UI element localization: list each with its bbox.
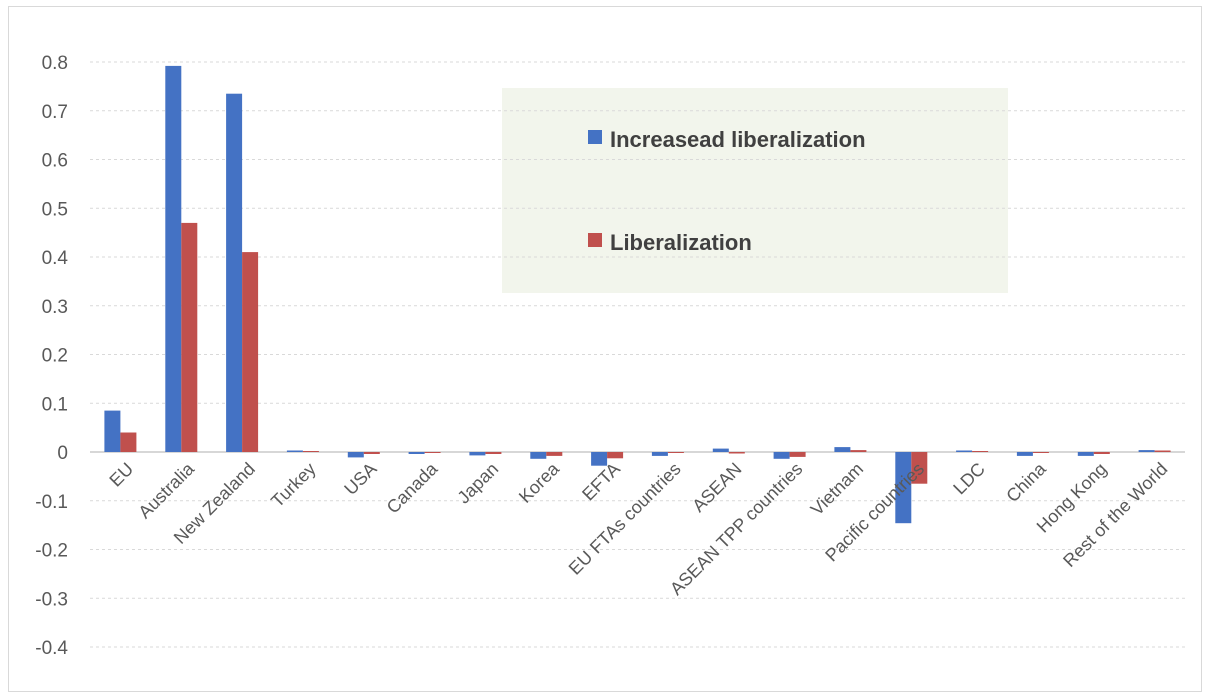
bar-series-1 xyxy=(165,65,182,453)
y-tick-label: 0.7 xyxy=(42,102,68,123)
bar-series-1 xyxy=(1016,452,1033,456)
legend-swatch-series-1 xyxy=(588,130,602,144)
bar-series-1 xyxy=(834,447,851,452)
bar-series-2 xyxy=(302,451,319,452)
y-tick-label: 0.2 xyxy=(42,346,68,367)
bar-series-1 xyxy=(651,452,668,456)
bar-series-2 xyxy=(120,432,137,452)
bar-series-2 xyxy=(667,452,684,453)
bar-series-1 xyxy=(226,93,243,452)
y-tick-label: 0.6 xyxy=(42,151,68,172)
x-category-label: Korea xyxy=(515,458,564,507)
bar-series-1 xyxy=(408,452,425,454)
bars-group xyxy=(104,65,1171,524)
x-category-label: LDC xyxy=(949,459,989,499)
x-category-label: ASEAN xyxy=(688,459,745,516)
x-category-label: EU xyxy=(105,459,137,491)
bar-series-2 xyxy=(1032,452,1049,453)
bar-series-1 xyxy=(104,410,121,452)
y-tick-label: -0.1 xyxy=(35,492,68,513)
y-tick-label: 0.4 xyxy=(42,248,69,269)
legend: Increasead liberalization Liberalization xyxy=(588,127,866,255)
x-category-label: Turkey xyxy=(267,459,320,512)
bar-series-2 xyxy=(1154,450,1171,452)
bar-series-2 xyxy=(850,450,867,452)
y-tick-label: 0.1 xyxy=(42,394,68,415)
y-tick-label: 0.8 xyxy=(42,53,68,74)
bar-series-2 xyxy=(911,452,928,484)
bar-series-2 xyxy=(972,451,989,452)
gridlines xyxy=(90,61,1185,648)
bar-series-1 xyxy=(469,452,486,456)
bar-series-1 xyxy=(1077,452,1094,456)
legend-label-series-2: Liberalization xyxy=(610,230,752,255)
y-tick-label: 0 xyxy=(57,443,68,464)
bar-series-1 xyxy=(895,452,912,524)
legend-swatch-series-2 xyxy=(588,233,602,247)
bar-series-1 xyxy=(286,450,303,452)
y-axis-ticks: -0.4 -0.3 -0.2 -0.1 0 0.1 0.2 0.3 0.4 0.5 0.6 0.7 0.… xyxy=(35,53,68,659)
bar-series-2 xyxy=(1093,452,1110,454)
x-category-label: Australia xyxy=(134,458,198,522)
x-category-label: USA xyxy=(340,459,380,499)
x-category-label: Japan xyxy=(453,459,502,508)
y-tick-label: -0.2 xyxy=(35,541,68,562)
legend-label-series-1: Increasead liberalization xyxy=(610,127,866,152)
bar-series-2 xyxy=(607,452,624,459)
y-tick-label: -0.3 xyxy=(35,589,68,610)
bar-series-2 xyxy=(789,452,806,457)
bar-series-1 xyxy=(530,452,547,459)
bar-series-2 xyxy=(728,452,745,454)
bar-series-1 xyxy=(1138,450,1155,452)
x-category-label: Rest of the World xyxy=(1059,459,1171,571)
bar-series-2 xyxy=(424,452,441,453)
x-category-label: Canada xyxy=(383,458,442,517)
x-category-label: Vietnam xyxy=(807,459,868,520)
legend-box xyxy=(502,88,1008,293)
x-category-label: EU FTAs countries xyxy=(565,459,685,579)
bar-series-2 xyxy=(242,252,259,452)
bar-series-2 xyxy=(485,452,502,454)
bar-series-1 xyxy=(591,452,608,466)
y-tick-label: -0.4 xyxy=(35,638,68,659)
bar-series-2 xyxy=(181,222,198,452)
y-tick-label: 0.3 xyxy=(42,297,68,318)
bar-series-2 xyxy=(546,452,563,456)
y-tick-label: 0.5 xyxy=(42,199,68,220)
bar-series-1 xyxy=(956,450,973,452)
bar-series-1 xyxy=(773,452,790,459)
bar-series-1 xyxy=(347,452,364,458)
bar-series-2 xyxy=(363,452,380,454)
bar-series-1 xyxy=(712,448,729,452)
x-category-label: China xyxy=(1002,458,1050,506)
